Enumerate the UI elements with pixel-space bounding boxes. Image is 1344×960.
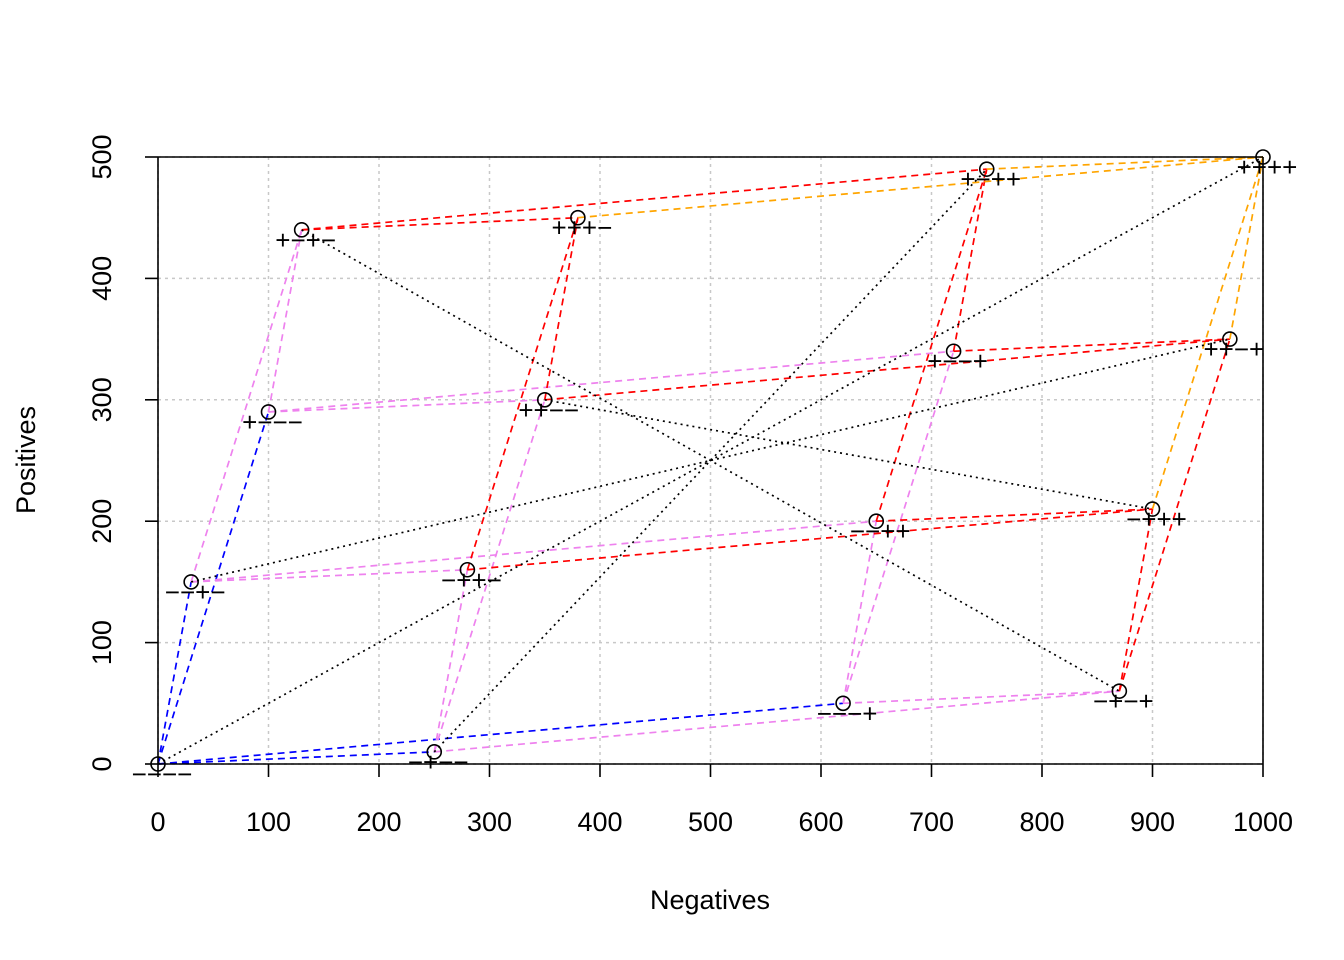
point-label: +++− [552,213,613,243]
point-label: −+++ [1126,504,1187,534]
data-points [150,149,1271,772]
x-tick-label: 500 [688,807,733,837]
y-axis-title: Positives [11,406,41,514]
edge-line [467,508,1153,571]
edge-line [986,156,1264,170]
data-point [536,391,553,408]
edge-line [190,229,303,583]
y-tick-label: 300 [87,377,117,422]
edge-line [268,350,954,413]
edge-line [191,568,468,583]
data-point [260,404,277,420]
edge-line [466,217,579,571]
edge-line [301,216,578,231]
edge-line [1118,338,1231,692]
point-label: ++−+ [1203,334,1264,364]
edge-line [953,338,1230,353]
y-tick-label: 100 [87,620,117,665]
point-labels: −−−− −−+− +−−− +−+− −+−− −++− ++−− +++− −−−+ −−++… [132,152,1298,789]
point-label: −+−− [408,747,469,777]
edge-line [301,229,1120,692]
edge-line [842,350,955,704]
data-point [945,343,962,360]
data-point [1222,331,1238,347]
point-label: +−−+ [927,346,988,376]
point-label: −−++ [850,516,911,546]
point-label: −−−+ [817,698,878,728]
axes: 0 100 200 300 400 500 600 700 800 900 1000 0 100 200 3… [87,134,1293,837]
data-point [1111,683,1128,699]
x-tick-label: 400 [577,807,622,837]
x-tick-label: 900 [1130,807,1175,837]
edge-line [157,581,192,765]
edge-line [301,168,987,231]
edge-line [157,702,844,765]
x-tick-label: 200 [356,807,401,837]
y-tick-label: 400 [87,256,117,301]
point-label: −−−− [132,759,193,789]
x-tick-label: 600 [798,807,843,837]
edge-line [157,411,270,765]
edges [157,156,1264,765]
x-tick-label: 0 [150,807,165,837]
x-tick-label: 1000 [1233,807,1293,837]
edge-line [434,690,1120,753]
data-point [868,513,885,530]
edge-line [267,229,303,413]
edge-line [952,168,988,352]
edge-line [157,751,435,765]
point-label: −−+− [165,577,226,607]
data-point [1255,149,1271,165]
data-point [1144,501,1161,517]
y-tick-label: 200 [87,499,117,544]
y-tick-label: 0 [87,756,117,771]
edge-line [191,520,877,583]
data-point [835,695,851,712]
point-label: ++−− [518,395,579,425]
edge-line [433,168,988,753]
edge-line [544,398,1153,510]
data-point [293,222,310,238]
edge-line [842,521,878,704]
x-axis-title: Negatives [650,885,770,915]
edge-line [544,338,1230,401]
edge-line [543,217,579,400]
point-label: −++− [441,565,502,595]
data-point [570,209,586,226]
data-point [150,756,166,772]
x-tick-label: 800 [1019,807,1064,837]
edge-line [1118,508,1154,692]
point-label: ++++ [1237,152,1298,182]
edge-line [577,156,1264,219]
x-tick-label: 300 [467,807,512,837]
x-tick-label: 700 [909,807,954,837]
x-tick-label: 100 [246,807,291,837]
edge-line [268,398,545,413]
point-label: +−−− [242,407,303,437]
data-point [183,574,199,590]
edge-line [433,569,469,753]
point-label: −+−+ [1093,686,1154,716]
edge-line [876,508,1153,523]
y-tick-label: 500 [87,134,117,179]
edge-line [190,338,1231,583]
data-point [978,161,995,177]
edge-line [1151,156,1264,510]
point-label: +−+− [275,225,336,255]
data-point [426,744,443,760]
edge-line [843,690,1120,705]
edge-line [433,399,546,753]
data-point [459,561,476,578]
edge-line [1229,156,1264,340]
point-label: +−++ [960,164,1021,194]
